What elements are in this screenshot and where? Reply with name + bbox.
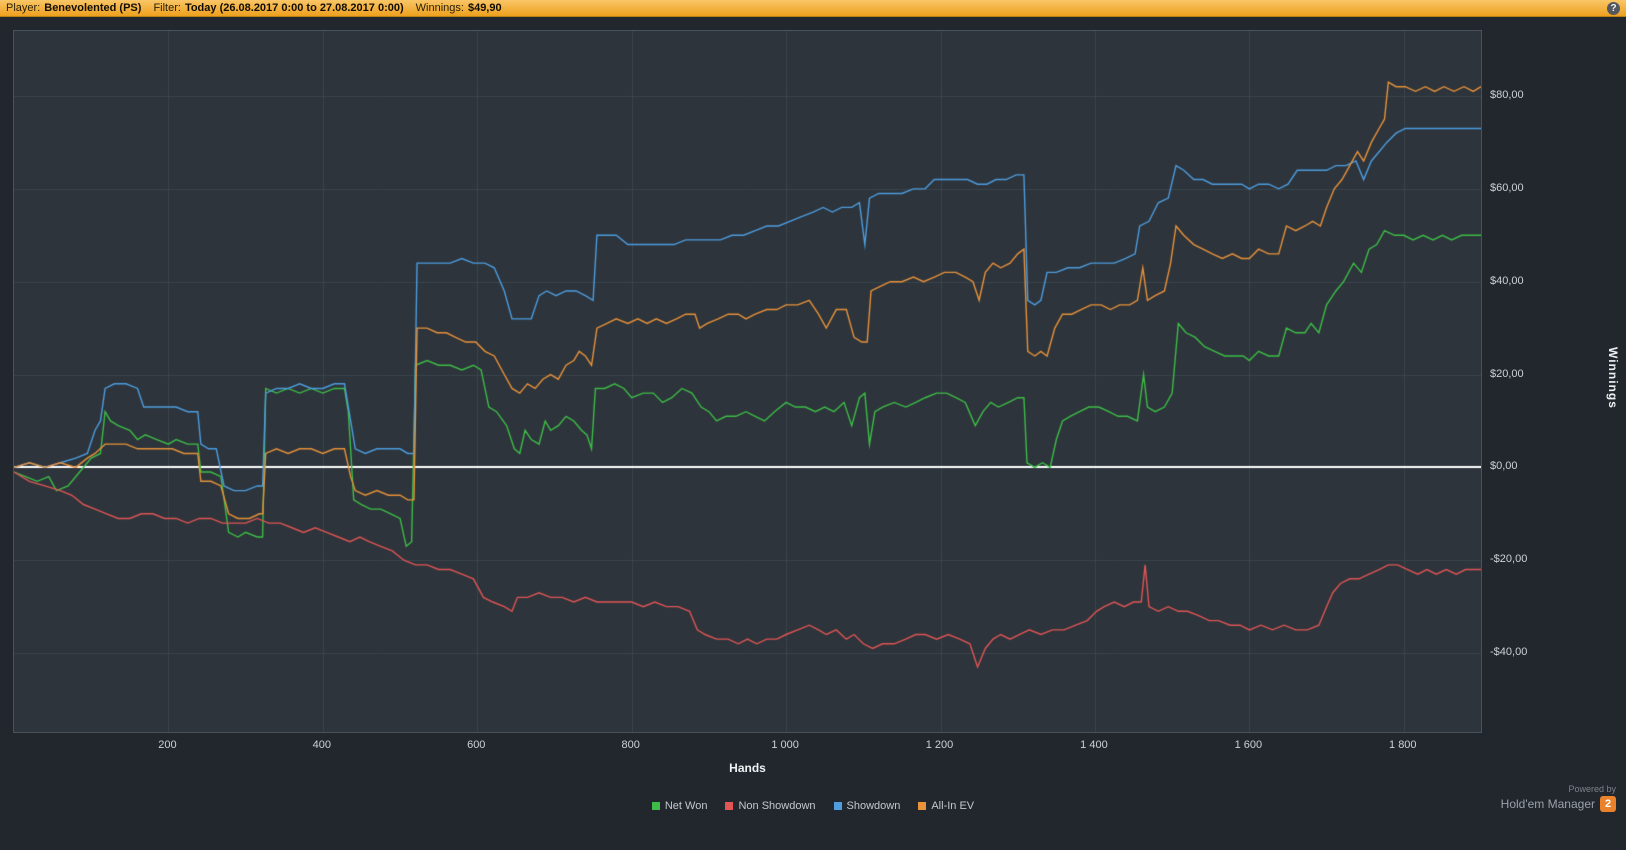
x-axis-tick-label: 600 (467, 739, 486, 751)
y-axis-tick-label: $40,00 (1490, 274, 1524, 287)
legend-swatch-icon (833, 802, 842, 810)
winnings-value: $49,90 (467, 2, 502, 14)
powered-by-block: Powered by Hold'em Manager 2 (1501, 784, 1616, 812)
x-axis-tick-label: 1 400 (1080, 739, 1108, 751)
legend-item-all-in-ev: All-In EV (918, 800, 974, 812)
plot-area[interactable] (13, 30, 1482, 733)
y-axis-tick-label: $20,00 (1490, 367, 1524, 380)
powered-by-text: Powered by (1568, 784, 1616, 794)
help-icon[interactable]: ? (1607, 1, 1620, 15)
legend-item-net-won: Net Won (651, 800, 708, 812)
player-value: Benevolented (PS) (44, 2, 142, 14)
legend-swatch-icon (651, 802, 660, 810)
x-axis-tick-label: 800 (621, 739, 640, 751)
x-axis-tick-label: 1 000 (771, 739, 799, 751)
legend-item-non-showdown: Non Showdown (725, 800, 816, 812)
filter-label: Filter: (153, 2, 181, 14)
winnings-label: Winnings: (415, 2, 464, 14)
chart-legend: Net Won Non Showdown Showdown All-In EV (0, 800, 1626, 812)
legend-item-showdown: Showdown (833, 800, 901, 812)
legend-swatch-icon (725, 802, 734, 810)
x-axis-tick-label: 400 (312, 739, 332, 751)
legend-label: Showdown (846, 800, 901, 812)
player-label: Player: (6, 2, 41, 14)
legend-swatch-icon (918, 802, 927, 810)
x-axis-tick-label: 1 800 (1389, 739, 1417, 751)
y-axis-tick-label: -$40,00 (1490, 646, 1528, 659)
chart-canvas[interactable] (14, 31, 1481, 732)
y-axis-tick-label: $0,00 (1490, 460, 1518, 473)
filter-value: Today (26.08.2017 0:00 to 27.08.2017 0:0… (184, 2, 404, 14)
legend-label: Net Won (664, 800, 708, 812)
x-axis-tick-label: 1 200 (925, 739, 954, 751)
x-axis-title: Hands (729, 761, 766, 775)
status-bar: Player: Benevolented (PS) Filter: Today … (0, 0, 1626, 17)
hm2-logo-icon: 2 (1600, 796, 1616, 812)
brand-name: Hold'em Manager (1500, 797, 1595, 811)
y-axis-tick-label: $60,00 (1490, 181, 1524, 194)
legend-label: All-In EV (931, 800, 975, 812)
y-axis-tick-label: $80,00 (1490, 88, 1524, 101)
x-axis-tick-label: 1 600 (1234, 739, 1263, 751)
legend-label: Non Showdown (738, 800, 816, 812)
winnings-chart: Hands Winnings $80,00 $60,00 $40,00 $20,00 $… (0, 17, 1626, 850)
y-axis-title: Winnings (1606, 347, 1620, 409)
x-axis-tick-label: 200 (158, 739, 177, 751)
y-axis-tick-label: -$20,00 (1490, 553, 1528, 566)
